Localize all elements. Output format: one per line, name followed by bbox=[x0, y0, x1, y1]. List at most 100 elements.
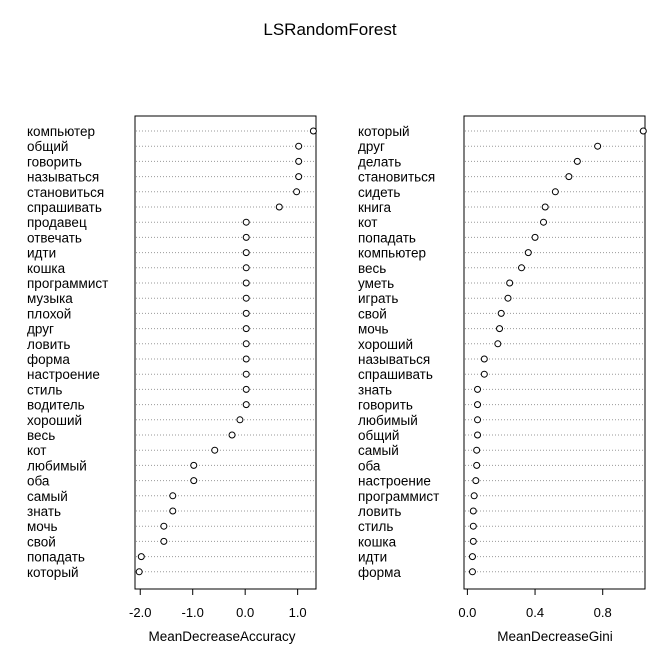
data-point bbox=[480, 355, 488, 363]
data-point bbox=[293, 188, 301, 196]
row-label: говорить bbox=[358, 398, 413, 413]
row-label: настроение bbox=[358, 474, 431, 489]
data-point bbox=[242, 233, 250, 241]
row-label: самый bbox=[358, 443, 399, 458]
data-point bbox=[474, 431, 482, 439]
data-point bbox=[551, 188, 559, 196]
row-label: играть bbox=[358, 291, 398, 306]
data-point bbox=[469, 537, 477, 545]
data-point bbox=[497, 309, 505, 317]
data-point bbox=[541, 203, 549, 211]
row-label: музыка bbox=[27, 291, 73, 306]
data-point bbox=[565, 173, 573, 181]
row-label: спрашивать bbox=[358, 367, 433, 382]
row-label: мочь bbox=[27, 519, 58, 534]
row-label: стиль bbox=[358, 519, 393, 534]
row-label: водитель bbox=[27, 398, 85, 413]
row-label: компьютер bbox=[358, 246, 426, 261]
row-label: называться bbox=[27, 170, 99, 185]
x-tick-label: 1.0 bbox=[289, 605, 307, 620]
data-point bbox=[470, 492, 478, 500]
row-label: идти bbox=[358, 550, 387, 565]
row-label: делать bbox=[358, 154, 401, 169]
x-tick-label: 0.0 bbox=[236, 605, 254, 620]
row-label: становиться bbox=[27, 185, 104, 200]
row-label: любимый bbox=[358, 413, 418, 428]
row-label: плохой bbox=[27, 306, 71, 321]
data-point bbox=[228, 431, 236, 439]
row-label: общий bbox=[27, 139, 68, 154]
row-label: любимый bbox=[27, 458, 87, 473]
x-tick-label: 0.8 bbox=[594, 605, 612, 620]
data-point bbox=[639, 127, 647, 135]
data-point bbox=[518, 264, 526, 272]
row-label: свой bbox=[358, 306, 387, 321]
row-label: спрашивать bbox=[27, 200, 102, 215]
data-point bbox=[496, 325, 504, 333]
row-label: общий bbox=[358, 428, 399, 443]
row-label: книга bbox=[358, 200, 392, 215]
row-label: мочь bbox=[358, 322, 389, 337]
data-point bbox=[135, 568, 143, 576]
row-label: кошка bbox=[358, 534, 397, 549]
x-tick-label: 0.4 bbox=[526, 605, 544, 620]
data-point bbox=[137, 553, 145, 561]
row-label: весь bbox=[27, 428, 55, 443]
row-label: хороший bbox=[27, 413, 82, 428]
panel-mean-decrease-accuracy: компьютеробщийговоритьназыватьсястановит… bbox=[27, 115, 317, 644]
row-label: оба bbox=[27, 474, 50, 489]
data-point bbox=[242, 340, 250, 348]
data-point bbox=[190, 461, 198, 469]
data-point bbox=[504, 294, 512, 302]
plot-frame bbox=[134, 115, 317, 590]
data-point bbox=[242, 355, 250, 363]
data-point bbox=[468, 568, 476, 576]
row-label: становиться bbox=[358, 170, 435, 185]
data-point bbox=[242, 370, 250, 378]
x-axis-label: MeanDecreaseAccuracy bbox=[148, 629, 295, 644]
data-point bbox=[295, 142, 303, 150]
data-point bbox=[242, 279, 250, 287]
data-point bbox=[474, 401, 482, 409]
data-point bbox=[242, 385, 250, 393]
data-point bbox=[295, 157, 303, 165]
data-point bbox=[236, 416, 244, 424]
data-point bbox=[594, 142, 602, 150]
row-label: говорить bbox=[27, 154, 82, 169]
x-tick-label: -2.0 bbox=[129, 605, 151, 620]
row-label: попадать bbox=[27, 550, 85, 565]
row-label: знать bbox=[358, 382, 392, 397]
data-point bbox=[494, 340, 502, 348]
row-label: друг bbox=[27, 322, 54, 337]
row-label: знать bbox=[27, 504, 61, 519]
row-label: программист bbox=[27, 276, 108, 291]
data-point bbox=[474, 416, 482, 424]
row-label: программист bbox=[358, 489, 439, 504]
data-point bbox=[242, 294, 250, 302]
panel-mean-decrease-gini: которыйдругделатьстановитьсясидетькнигак… bbox=[358, 115, 647, 644]
row-label: отвечать bbox=[27, 230, 82, 245]
data-point bbox=[468, 553, 476, 561]
row-label: весь bbox=[358, 261, 386, 276]
data-point bbox=[472, 477, 480, 485]
data-point bbox=[242, 401, 250, 409]
data-point bbox=[469, 507, 477, 515]
row-label: ловить bbox=[27, 337, 70, 352]
data-point bbox=[309, 127, 317, 135]
data-point bbox=[473, 461, 481, 469]
data-point bbox=[242, 249, 250, 257]
x-axis-label: MeanDecreaseGini bbox=[497, 629, 613, 644]
data-point bbox=[242, 325, 250, 333]
row-label: стиль bbox=[27, 382, 62, 397]
row-label: идти bbox=[27, 246, 56, 261]
data-point bbox=[211, 446, 219, 454]
row-label: ловить bbox=[358, 504, 401, 519]
data-point bbox=[573, 157, 581, 165]
row-label: свой bbox=[27, 534, 56, 549]
x-tick-label: 0.0 bbox=[458, 605, 476, 620]
data-point bbox=[169, 492, 177, 500]
data-point bbox=[242, 264, 250, 272]
chart-title: LSRandomForest bbox=[263, 20, 397, 39]
data-point bbox=[473, 446, 481, 454]
